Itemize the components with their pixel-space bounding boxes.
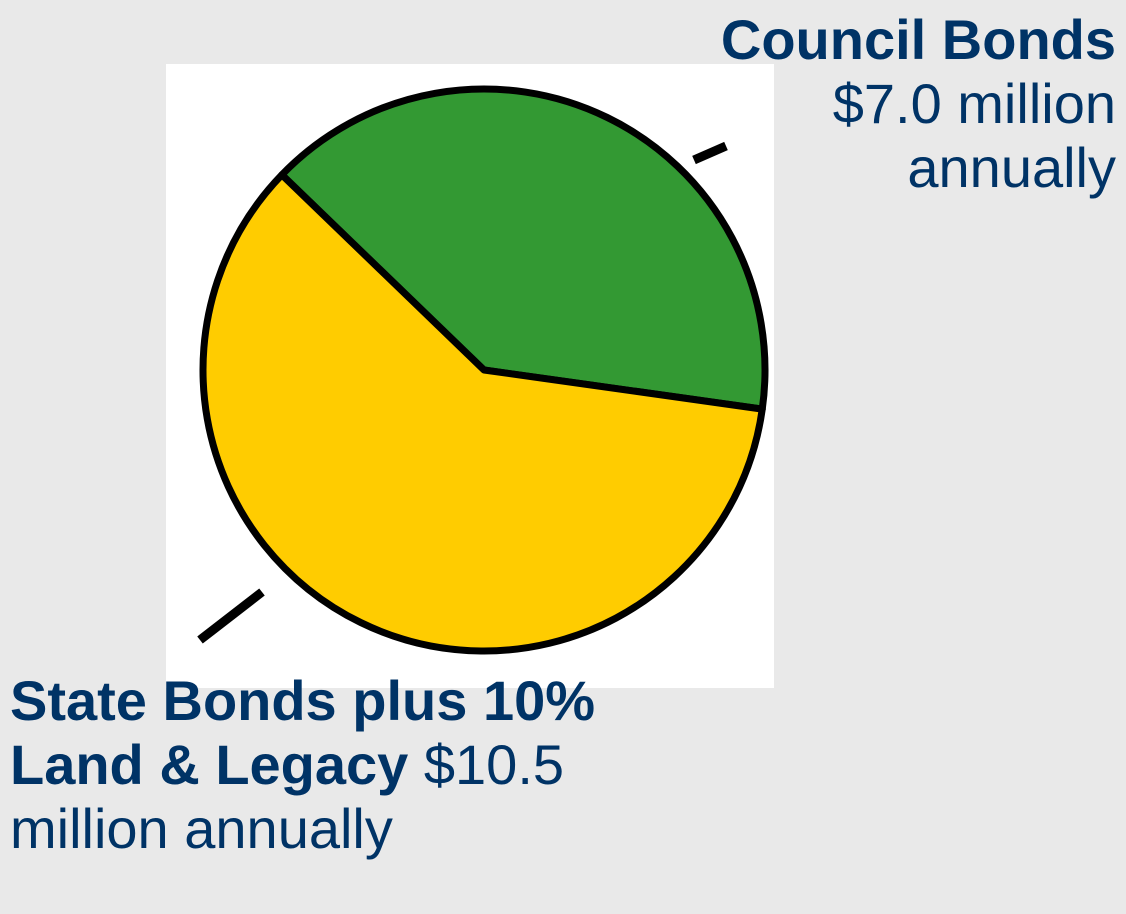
pie-slice-council-bonds <box>278 85 769 413</box>
pie-slice-state-bonds <box>199 171 766 655</box>
state-bonds-name-line2: Land & Legacy <box>10 733 409 796</box>
council-bonds-period: annually <box>907 136 1116 199</box>
council-leader-line <box>692 141 728 165</box>
council-bonds-amount: $7.0 million <box>832 72 1116 135</box>
state-bonds-amount: $10.5 <box>408 733 565 796</box>
council-bonds-name: Council Bonds <box>720 8 1116 71</box>
state-leader-line <box>197 588 265 644</box>
state-bonds-label: State Bonds plus 10% Land & Legacy $10.5… <box>10 669 810 861</box>
council-bonds-label: Council Bonds $7.0 million annually <box>721 8 1116 200</box>
pie-slices <box>199 85 769 655</box>
state-bonds-name-line1: State Bonds plus 10% <box>10 669 596 732</box>
state-bonds-period: million annually <box>10 797 393 860</box>
